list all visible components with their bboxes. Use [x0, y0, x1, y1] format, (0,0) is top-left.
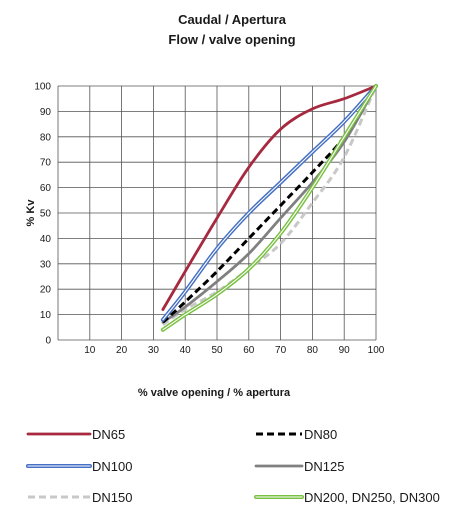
x-tick-label: 50 [211, 345, 223, 356]
x-tick-label: 60 [243, 345, 255, 356]
y-tick-label: 60 [40, 183, 52, 194]
x-tick-label: 70 [275, 345, 287, 356]
y-tick-labels: 0 10 20 30 40 50 60 70 80 90 100 [34, 82, 51, 347]
legend-label: DN80 [304, 427, 337, 442]
series-line-dn100-inner [162, 85, 377, 321]
chart-legend: DN65 DN80 DN100 DN125 DN150 DN200, DN250, DN3… [26, 427, 440, 505]
chart-subtitle: Flow / valve opening [168, 32, 295, 47]
legend-item-dn65: DN65 [26, 427, 125, 442]
x-tick-label: 90 [339, 345, 351, 356]
x-axis-title: % valve opening / % apertura [138, 387, 291, 399]
y-tick-label: 40 [40, 234, 52, 245]
y-tick-label: 20 [40, 285, 52, 296]
y-tick-label: 100 [34, 82, 51, 93]
chart-title: Caudal / Apertura [178, 12, 287, 27]
x-tick-label: 20 [116, 345, 128, 356]
x-tick-label: 10 [84, 345, 96, 356]
legend-item-dn125: DN125 [254, 459, 344, 474]
y-tick-label: 50 [40, 209, 52, 220]
y-tick-label: 70 [40, 158, 52, 169]
legend-label: DN125 [304, 459, 344, 474]
series-line-dn150 [162, 85, 378, 327]
series-line-dn200-dn250-dn300-inner [162, 85, 377, 331]
y-tick-label: 0 [45, 336, 51, 347]
legend-item-dn80: DN80 [256, 427, 337, 442]
legend-label: DN200, DN250, DN300 [304, 490, 440, 505]
series-line-dn200-dn250-dn300 [160, 84, 378, 332]
x-tick-label: 30 [148, 345, 160, 356]
plot-grid [57, 85, 377, 341]
series-line-dn65-stroke [161, 84, 378, 311]
legend-item-dn200-dn250-dn300: DN200, DN250, DN300 [254, 490, 440, 505]
y-axis-title: % Kv [25, 199, 37, 227]
series-lines [160, 84, 378, 332]
x-tick-labels: 10 20 30 40 50 60 70 80 90 100 [84, 345, 385, 356]
x-tick-label: 40 [180, 345, 192, 356]
y-tick-label: 30 [40, 259, 52, 270]
y-tick-label: 80 [40, 132, 52, 143]
series-line-dn150-stroke [162, 85, 378, 327]
series-line-dn125 [161, 84, 378, 324]
legend-item-dn150: DN150 [28, 490, 132, 505]
series-line-dn125-stroke [161, 84, 378, 324]
series-line-dn100 [160, 84, 378, 322]
x-tick-label: 80 [307, 345, 319, 356]
legend-item-dn100: DN100 [26, 459, 132, 474]
x-tick-label: 100 [368, 345, 385, 356]
y-tick-label: 10 [40, 310, 52, 321]
legend-label: DN65 [92, 427, 125, 442]
legend-label: DN100 [92, 459, 132, 474]
y-tick-label: 90 [40, 107, 52, 118]
legend-label: DN150 [92, 490, 132, 505]
series-line-dn65 [161, 84, 378, 311]
